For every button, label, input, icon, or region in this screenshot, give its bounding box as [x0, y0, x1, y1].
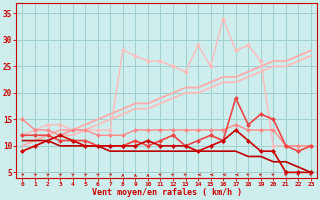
X-axis label: Vent moyen/en rafales ( km/h ): Vent moyen/en rafales ( km/h ) [92, 188, 242, 197]
